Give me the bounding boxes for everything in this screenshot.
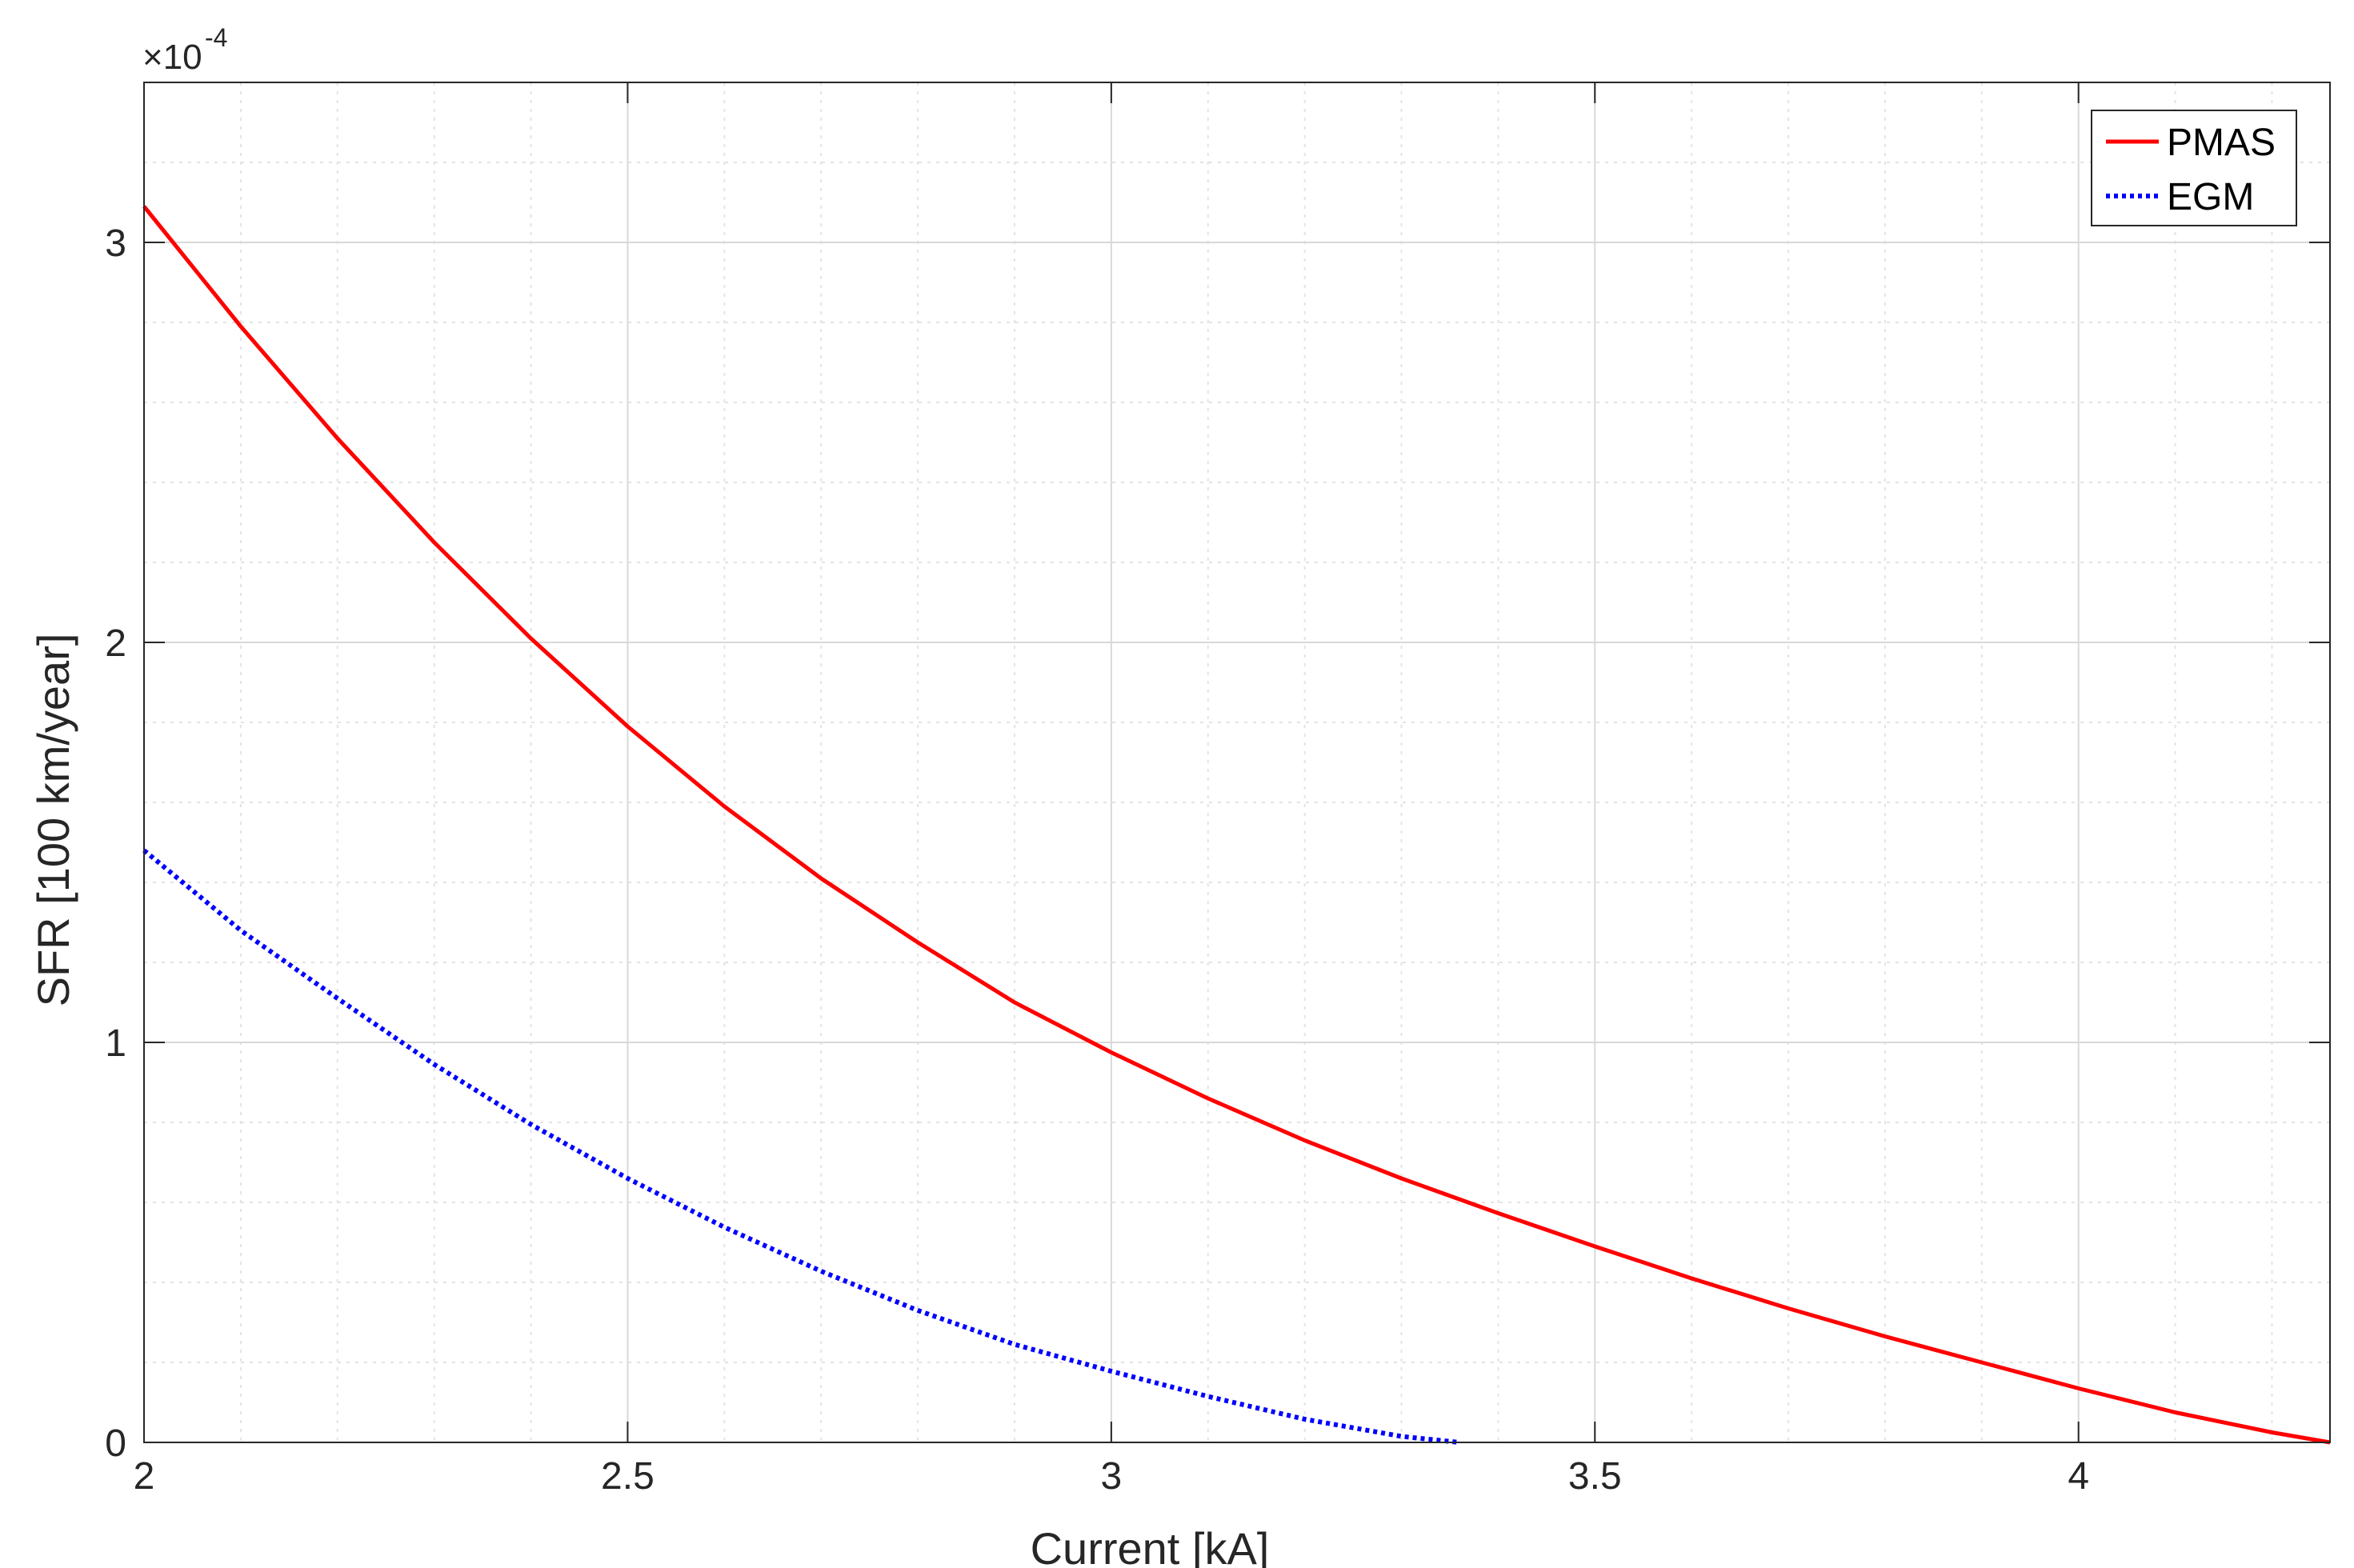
plot-area [144, 82, 2330, 1442]
x-tick-label: 4 [2068, 1455, 2089, 1498]
minor-grid [144, 82, 2330, 1442]
exponent-base: ×10 [142, 38, 202, 77]
y-axis-title: SFR [100 km/year] [28, 634, 78, 1007]
legend-label-pmas: PMAS [2167, 122, 2276, 164]
x-axis-title: Current [kA] [1031, 1523, 1270, 1568]
exponent-power: -4 [205, 23, 227, 52]
legend-label-egm: EGM [2167, 176, 2254, 218]
y-tick-labels: 0 1 2 3 [105, 222, 126, 1465]
y-exponent-label: ×10 -4 [142, 23, 227, 77]
legend: PMAS EGM [2091, 110, 2297, 226]
y-tick-label: 2 [105, 622, 126, 665]
y-tick-label: 3 [105, 222, 126, 265]
series-layer [142, 205, 2331, 1445]
series-line-pmas [142, 205, 2331, 1445]
y-tick-label: 1 [105, 1022, 126, 1065]
x-tick-label: 3.5 [1568, 1455, 1622, 1498]
y-tick-label: 0 [105, 1422, 126, 1465]
series-line-egm [142, 848, 1460, 1445]
legend-box [2091, 110, 2297, 226]
x-tick-label: 2.5 [601, 1455, 655, 1498]
x-tick-label: 3 [1100, 1455, 1122, 1498]
axis-ticks [143, 82, 2330, 1443]
x-tick-label: 2 [134, 1455, 155, 1498]
x-tick-labels: 2 2.5 3 3.5 4 [134, 1455, 2089, 1498]
plot-frame [143, 82, 2331, 1443]
